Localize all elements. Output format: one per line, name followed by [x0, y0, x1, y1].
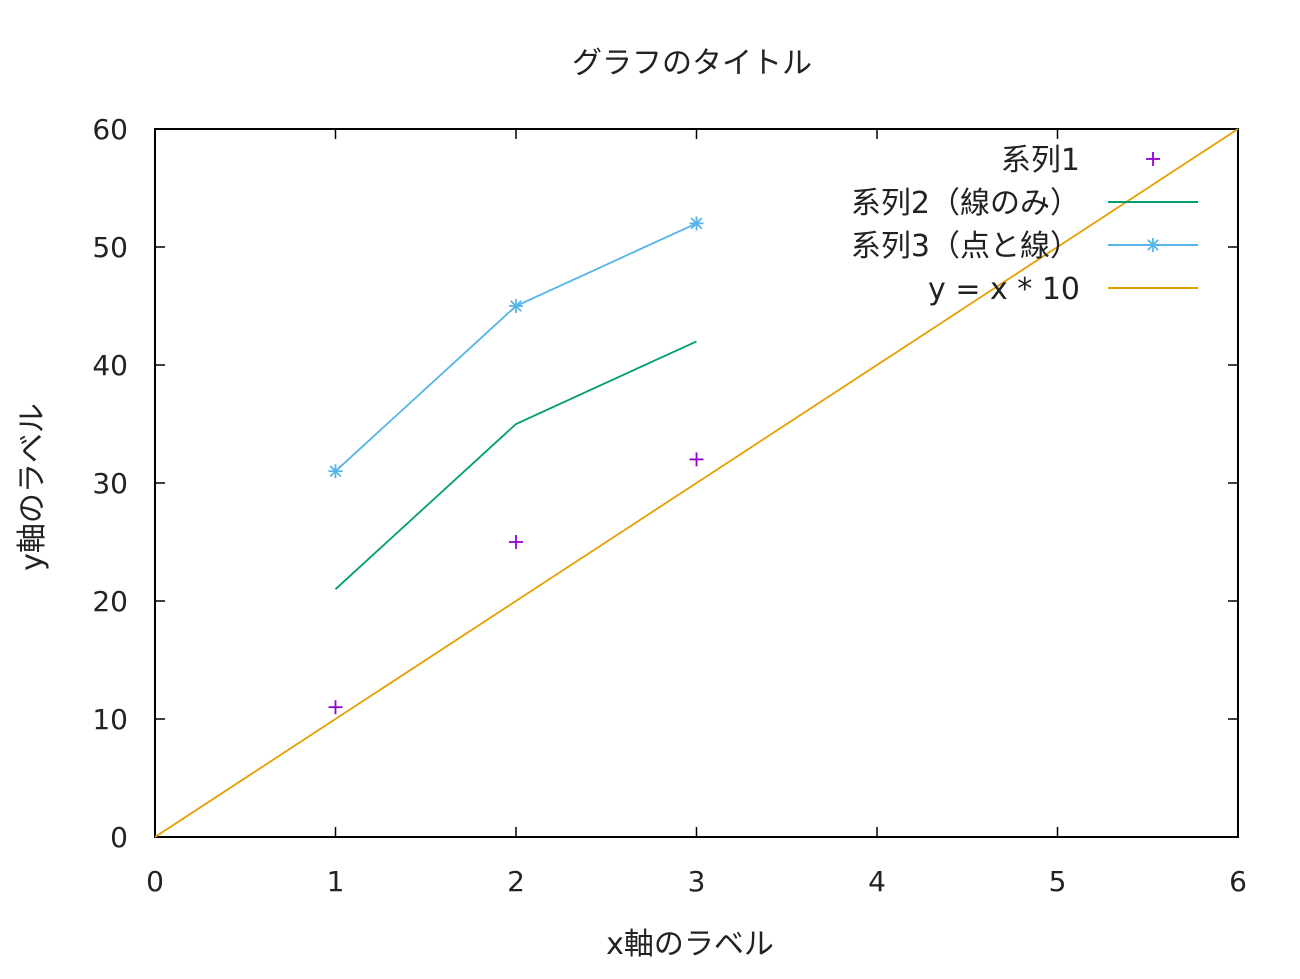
x-tick-label: 0 [146, 865, 164, 898]
x-tick-label: 3 [688, 865, 706, 898]
y-axis-label: y軸のラベル [15, 403, 50, 571]
data-point-d2 [510, 300, 522, 312]
series-3 [328, 216, 704, 479]
y-tick-label: 50 [92, 231, 128, 264]
legend-label: 系列2（線のみ） [851, 186, 1080, 221]
data-point-d2 [690, 217, 703, 230]
series-line [154, 128, 1239, 838]
series-line [334, 222, 697, 472]
x-tick-label: 6 [1229, 865, 1247, 898]
y-tick-label: 20 [92, 585, 128, 618]
legend-marker-d2 [1147, 239, 1159, 251]
legend-label: 系列3（点と線） [851, 229, 1080, 264]
y-tick-label: 30 [92, 467, 128, 500]
series-1 [328, 452, 704, 715]
data-point-d2 [329, 465, 342, 478]
x-tick-label: 4 [868, 865, 886, 898]
chart-title: グラフのタイトル [572, 46, 812, 81]
y-tick-label: 10 [92, 703, 128, 736]
x-tick-label: 2 [507, 865, 525, 898]
x-tick-label: 1 [327, 865, 345, 898]
y-tick-label: 60 [92, 113, 128, 146]
legend: 系列1 系列2（線のみ） 系列3（点と線） y = x * 10 [851, 143, 1198, 307]
series-line [334, 340, 697, 590]
x-tick-label: 5 [1049, 865, 1067, 898]
x-axis-label: x軸のラベル [606, 927, 774, 962]
series-4 [154, 128, 1239, 838]
legend-label: 系列1 [1001, 143, 1080, 178]
y-tick-label: 40 [92, 349, 128, 382]
series-2 [334, 340, 697, 590]
y-tick-label: 0 [110, 821, 128, 854]
legend-label: y = x * 10 [928, 272, 1080, 307]
